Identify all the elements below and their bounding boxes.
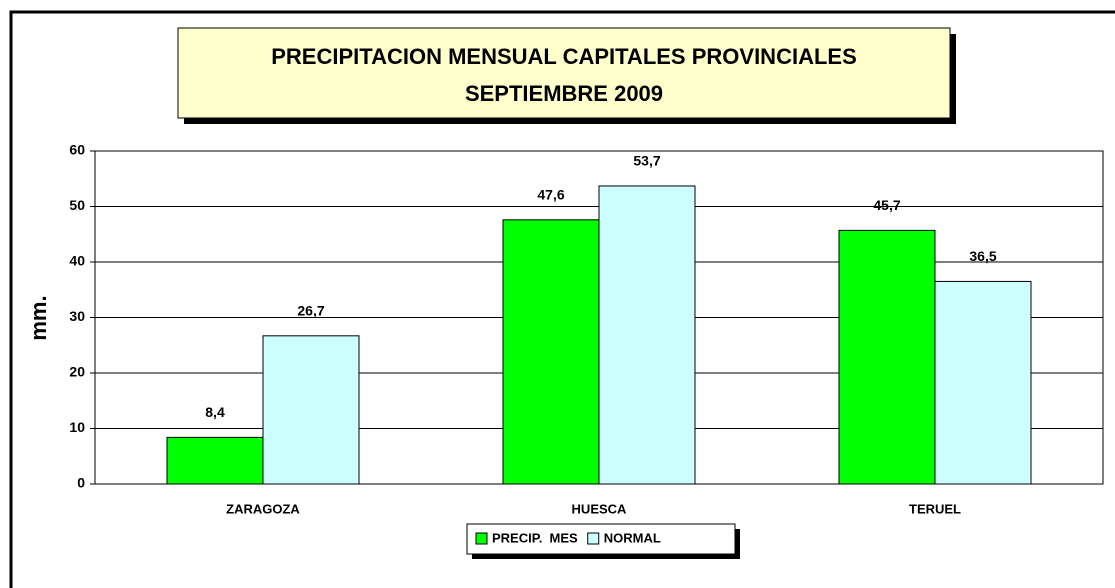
y-tick-label: 30 <box>69 308 85 324</box>
legend-swatch <box>475 532 488 545</box>
y-tick-label: 20 <box>69 364 85 380</box>
legend-swatch <box>587 532 600 545</box>
data-label: 8,4 <box>205 404 225 420</box>
x-tick-label: HUESCA <box>572 501 628 516</box>
bar <box>166 436 264 485</box>
bar <box>838 229 936 485</box>
legend-label: PRECIP. MES <box>492 530 578 545</box>
data-label: 36,5 <box>969 248 996 264</box>
bar <box>262 335 360 485</box>
y-tick-label: 10 <box>69 419 85 435</box>
x-tick-label: TERUEL <box>909 501 961 516</box>
title-box <box>177 27 951 119</box>
data-label: 26,7 <box>297 303 324 319</box>
chart-subtitle: SEPTIEMBRE 2009 <box>465 81 663 106</box>
chart-frame <box>9 10 1115 588</box>
data-label: 53,7 <box>633 153 660 169</box>
y-axis-label: mm. <box>26 295 51 340</box>
bar <box>598 185 696 485</box>
legend-label: NORMAL <box>604 530 661 545</box>
data-label: 47,6 <box>537 187 564 203</box>
y-tick-label: 0 <box>77 475 85 491</box>
x-tick-label: ZARAGOZA <box>226 501 300 516</box>
y-tick-label: 60 <box>69 142 85 158</box>
bar <box>934 280 1032 485</box>
bar <box>502 219 600 485</box>
legend-box <box>466 523 736 555</box>
y-tick-label: 40 <box>69 253 85 269</box>
data-label: 45,7 <box>873 197 900 213</box>
y-tick-label: 50 <box>69 197 85 213</box>
chart-title: PRECIPITACION MENSUAL CAPITALES PROVINCI… <box>271 44 857 69</box>
